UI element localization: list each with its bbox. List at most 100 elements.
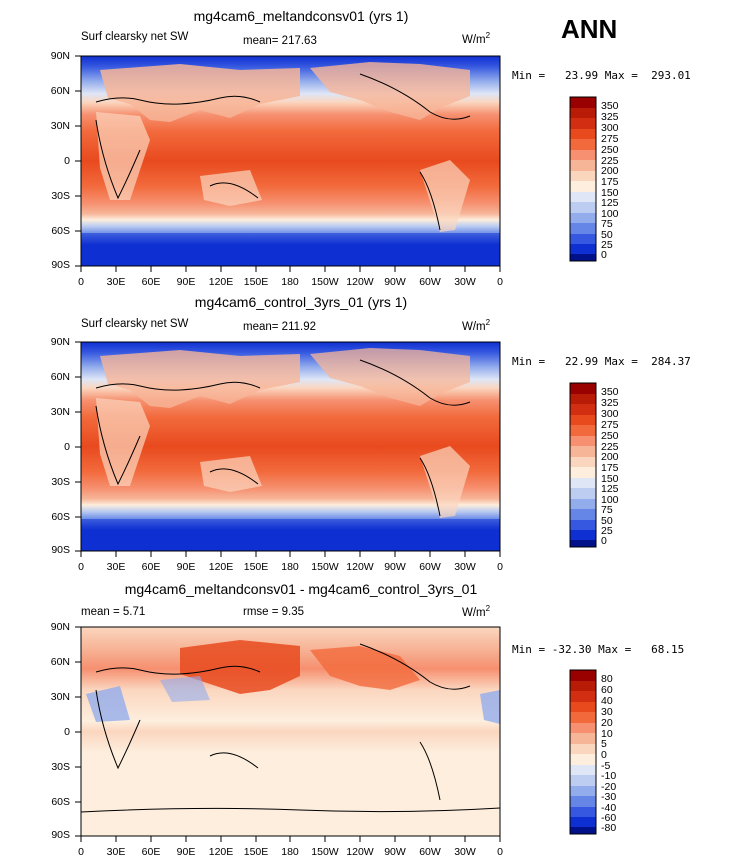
panel-2-title: mg4cam6_control_3yrs_01 (yrs 1): [194, 294, 408, 310]
panel-1-mean-label: mean= 217.63: [243, 35, 317, 47]
lon-label: 120E: [208, 276, 234, 288]
cb1-label: 275: [601, 133, 619, 145]
panel-2-minmax: Min = 22.99 Max = 284.37: [512, 355, 691, 368]
lat-label: 90S: [51, 259, 70, 271]
cb1-label: 150: [601, 187, 619, 199]
panel-2-map: [80, 341, 501, 552]
lon-label: 60W: [419, 561, 441, 573]
cb2-label: 225: [601, 441, 619, 453]
cb3-label: -30: [601, 791, 617, 803]
lat-label: 60S: [51, 511, 70, 523]
panel-3-colorbar: [569, 669, 597, 835]
lon-label: 90E: [176, 276, 196, 288]
lon-label: 60E: [141, 561, 161, 573]
lat-label: 90S: [51, 829, 70, 841]
lat-label: 30S: [51, 190, 70, 202]
lon-label: 120E: [208, 846, 234, 858]
lon-label: 30W: [454, 846, 476, 858]
cb2-label: 0: [601, 535, 607, 547]
lon-label: 30W: [454, 276, 476, 288]
panel-2-field-label: Surf clearsky net SW: [81, 318, 189, 330]
map-tick-marks: [75, 55, 501, 842]
cb3-label: -40: [601, 802, 617, 814]
cb3-label: -20: [601, 781, 617, 793]
cb3-label: -5: [601, 760, 611, 772]
lat-label: 90N: [50, 50, 70, 62]
lat-label: 60S: [51, 225, 70, 237]
lon-label: 90E: [176, 561, 196, 573]
cb1-label: 300: [601, 122, 619, 134]
lon-label: 30W: [454, 561, 476, 573]
panel-1-minmax: Min = 23.99 Max = 293.01: [512, 69, 691, 82]
lon-label: 0: [78, 846, 84, 858]
panel-2-units: W/m2: [462, 318, 491, 333]
lat-label: 30N: [50, 691, 70, 703]
cb1-label: 100: [601, 208, 619, 220]
lon-label: 120W: [346, 561, 374, 573]
lon-label: 150E: [243, 561, 269, 573]
cb2-label: 50: [601, 515, 613, 527]
lat-label: 30N: [50, 406, 70, 418]
lon-label: 150W: [311, 561, 339, 573]
cb3-label: 30: [601, 706, 613, 718]
lon-label: 90E: [176, 846, 196, 858]
lon-label: 90W: [384, 561, 406, 573]
cb2-label: 300: [601, 408, 619, 420]
lon-label: 180: [281, 846, 299, 858]
panel-1-units: W/m2: [462, 31, 491, 46]
lon-label: 120E: [208, 561, 234, 573]
panel-3-rmse-label: rmse = 9.35: [243, 606, 305, 618]
cb1-label: 175: [601, 176, 619, 188]
panel-1-title: mg4cam6_meltandconsv01 (yrs 1): [193, 8, 409, 24]
cb1-label: 200: [601, 165, 619, 177]
lon-label: 90W: [384, 846, 406, 858]
cb3-label: -60: [601, 812, 617, 824]
lat-label: 0: [64, 155, 70, 167]
lon-label: 60W: [419, 846, 441, 858]
lon-label: 60W: [419, 276, 441, 288]
lon-label: 180: [281, 561, 299, 573]
cb2-label: 200: [601, 451, 619, 463]
lat-label: 0: [64, 441, 70, 453]
lat-label: 0: [64, 726, 70, 738]
cb1-label: 0: [601, 249, 607, 261]
panel-2-colorbar: [569, 382, 597, 548]
cb3-label: -10: [601, 770, 617, 782]
lon-label: 0: [497, 276, 503, 288]
cb1-label: 250: [601, 144, 619, 156]
lon-label: 120W: [346, 846, 374, 858]
panel-1-field-label: Surf clearsky net SW: [81, 31, 189, 43]
lat-label: 30N: [50, 120, 70, 132]
lon-label: 0: [78, 561, 84, 573]
cb2-label: 350: [601, 386, 619, 398]
panel-1-map: [80, 55, 501, 267]
lon-label: 0: [497, 561, 503, 573]
lat-label: 60S: [51, 796, 70, 808]
panel-1-colorbar: [569, 96, 597, 262]
lon-label: 0: [497, 846, 503, 858]
cb3-label: 60: [601, 684, 613, 696]
lon-label: 150W: [311, 846, 339, 858]
lon-label: 60E: [141, 846, 161, 858]
lat-label: 90N: [50, 336, 70, 348]
lon-label: 180: [281, 276, 299, 288]
lon-label: 0: [78, 276, 84, 288]
lat-label: 30S: [51, 761, 70, 773]
panel-2-mean-label: mean= 211.92: [243, 321, 316, 333]
cb2-label: 125: [601, 483, 619, 495]
panel-3-minmax: Min = -32.30 Max = 68.15: [512, 643, 685, 656]
lon-label: 60E: [141, 276, 161, 288]
cb3-label: 10: [601, 728, 613, 740]
lat-label: 60N: [50, 656, 70, 668]
cb3-label: 5: [601, 738, 607, 750]
cb1-label: 350: [601, 100, 619, 112]
lon-label: 30E: [106, 276, 126, 288]
panel-3-title: mg4cam6_meltandconsv01 - mg4cam6_control…: [124, 581, 478, 597]
lon-label: 120W: [346, 276, 374, 288]
lat-label: 90N: [50, 621, 70, 633]
lon-label: 150W: [311, 276, 339, 288]
lon-label: 30E: [106, 561, 126, 573]
cb2-label: 325: [601, 397, 619, 409]
cb1-label: 125: [601, 197, 619, 209]
cb3-label: 80: [601, 673, 613, 685]
